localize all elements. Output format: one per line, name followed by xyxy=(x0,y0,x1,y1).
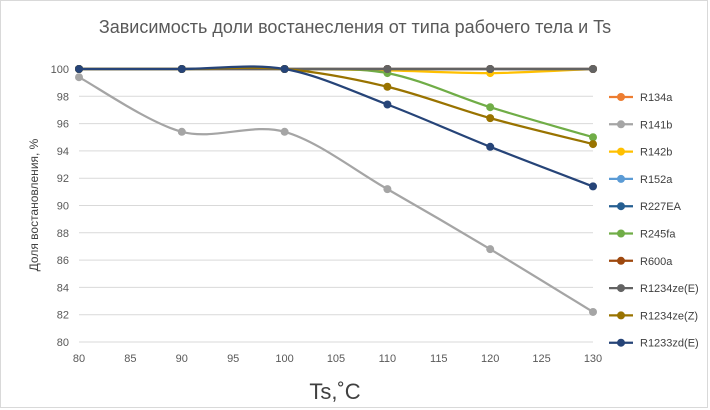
legend-marker xyxy=(617,256,625,265)
x-tick-label: 85 xyxy=(124,353,136,365)
x-tick-label: 115 xyxy=(430,353,448,365)
x-tick-label: 125 xyxy=(532,353,550,365)
series-R1234ze(Z) xyxy=(75,65,597,149)
series-lines xyxy=(75,65,597,316)
y-tick-label: 94 xyxy=(57,146,69,158)
y-tick-label: 92 xyxy=(57,173,69,185)
series-line xyxy=(78,76,594,313)
y-tick-label: 96 xyxy=(57,119,69,131)
legend-item: R134a xyxy=(609,92,673,104)
x-tick-label: 90 xyxy=(176,353,188,365)
legend-item: R245fa xyxy=(609,229,676,241)
legend-marker xyxy=(617,174,625,183)
data-point xyxy=(589,140,597,149)
legend-marker xyxy=(617,93,625,101)
series-line xyxy=(79,66,594,146)
data-point xyxy=(486,114,495,123)
legend-item: R1234ze(Z) xyxy=(609,310,698,322)
legend-label: R227EA xyxy=(640,201,682,213)
chart-title: Зависимость доли востанесления от типа р… xyxy=(99,17,611,37)
data-point xyxy=(589,133,597,142)
y-tick-label: 84 xyxy=(57,282,69,294)
x-tick-label: 130 xyxy=(584,353,602,365)
y-axis-ticks: 80 82 84 86 88 90 92 94 96 98 100 xyxy=(51,64,69,349)
legend-label: R152a xyxy=(640,174,673,186)
data-point xyxy=(177,127,186,136)
data-point xyxy=(383,100,392,109)
y-tick-label: 82 xyxy=(57,310,69,322)
legend-label: R600a xyxy=(640,256,673,268)
legend-marker xyxy=(617,120,625,129)
y-axis-label: Доля востановления, % xyxy=(27,138,41,271)
legend-item: R141b xyxy=(609,119,672,131)
legend-marker xyxy=(617,311,625,320)
data-point xyxy=(486,245,495,254)
data-point xyxy=(280,127,289,136)
series-R141b xyxy=(75,73,597,316)
data-point xyxy=(589,182,597,191)
legend-marker xyxy=(617,147,625,156)
y-tick-label: 100 xyxy=(51,64,69,76)
legend-label: R245fa xyxy=(640,229,676,241)
series-R1233zd(E) xyxy=(75,65,597,191)
y-tick-label: 90 xyxy=(57,201,69,213)
x-axis-label: Ts,˚C xyxy=(309,379,360,404)
data-point xyxy=(75,65,83,73)
legend-label: R134a xyxy=(640,92,673,104)
legend-item: R152a xyxy=(609,174,673,186)
data-point xyxy=(75,73,83,82)
data-point xyxy=(280,65,289,73)
legend-label: R1234ze(E) xyxy=(640,283,699,295)
y-tick-label: 98 xyxy=(57,91,69,103)
data-point xyxy=(589,65,597,73)
legend-label: R141b xyxy=(640,119,672,131)
data-point xyxy=(589,307,597,316)
legend-label: R142b xyxy=(640,147,672,159)
x-axis-ticks: 80 85 90 95 100 105 110 115 120 125 130 xyxy=(73,353,602,365)
y-tick-label: 80 xyxy=(57,337,69,349)
data-point xyxy=(486,103,495,112)
data-point xyxy=(383,82,392,91)
data-point xyxy=(486,142,495,151)
legend-item: R227EA xyxy=(609,201,682,213)
legend-label: R1233zd(E) xyxy=(640,338,699,350)
legend-marker xyxy=(617,229,625,238)
y-tick-label: 88 xyxy=(57,228,69,240)
x-tick-label: 100 xyxy=(275,353,293,365)
x-tick-label: 110 xyxy=(379,353,397,365)
data-point xyxy=(383,185,392,194)
legend-item: R600a xyxy=(609,256,673,268)
legend-label: R1234ze(Z) xyxy=(640,310,698,322)
series-line xyxy=(79,65,594,188)
legend-marker xyxy=(617,338,625,347)
x-tick-label: 120 xyxy=(481,353,499,365)
legend: R134a R141b R142b R152a R227EA R245fa R600a R12… xyxy=(609,92,699,350)
legend-marker xyxy=(617,284,625,293)
legend-marker xyxy=(617,202,625,211)
gridlines xyxy=(79,68,593,343)
y-tick-label: 86 xyxy=(57,255,69,267)
data-point xyxy=(486,65,495,73)
x-tick-label: 105 xyxy=(327,353,345,365)
legend-item: R1233zd(E) xyxy=(609,338,699,350)
x-tick-label: 80 xyxy=(73,353,85,365)
series-line xyxy=(79,67,594,139)
data-point xyxy=(383,65,392,73)
legend-item: R1234ze(E) xyxy=(609,283,699,295)
data-point xyxy=(177,65,186,73)
legend-item: R142b xyxy=(609,147,672,159)
x-tick-label: 95 xyxy=(227,353,239,365)
